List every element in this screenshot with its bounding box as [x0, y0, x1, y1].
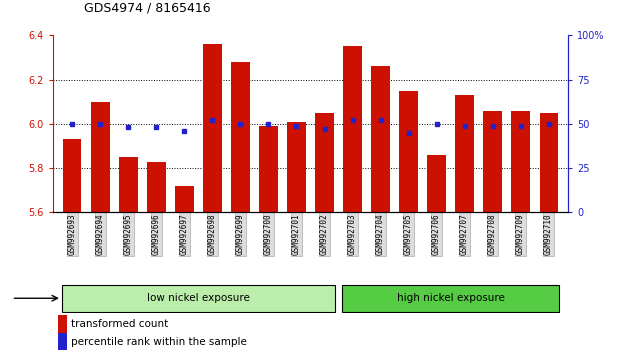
Text: transformed count: transformed count	[71, 319, 168, 329]
Bar	[58, 315, 67, 333]
Bar	[63, 139, 81, 212]
Bar	[540, 113, 558, 212]
Bar	[315, 113, 333, 212]
Bar	[232, 62, 250, 212]
Bar	[288, 122, 306, 212]
Bar	[203, 44, 222, 212]
Bar	[399, 91, 418, 212]
Text: GDS4974 / 8165416: GDS4974 / 8165416	[84, 1, 211, 14]
Text: percentile rank within the sample: percentile rank within the sample	[71, 337, 247, 347]
Text: low nickel exposure: low nickel exposure	[147, 293, 250, 303]
Bar	[260, 126, 278, 212]
Bar	[484, 111, 502, 212]
Bar	[371, 67, 389, 212]
Bar	[62, 285, 335, 312]
Bar	[147, 161, 166, 212]
Bar	[342, 285, 559, 312]
Bar	[455, 95, 474, 212]
Bar	[512, 111, 530, 212]
Bar	[58, 333, 67, 350]
Bar	[119, 157, 137, 212]
Text: high nickel exposure: high nickel exposure	[397, 293, 504, 303]
Bar	[427, 155, 446, 212]
Bar	[175, 186, 194, 212]
Bar	[91, 102, 109, 212]
Bar	[343, 46, 361, 212]
